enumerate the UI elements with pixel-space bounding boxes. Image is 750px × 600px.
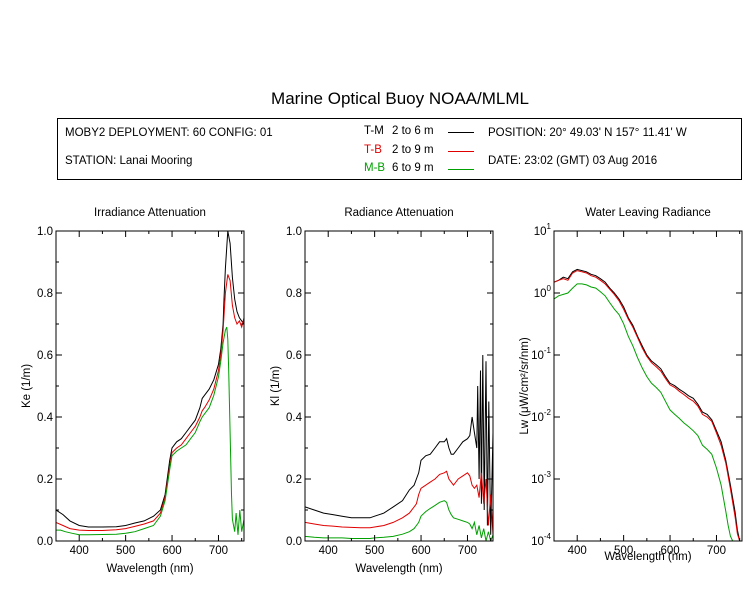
- info-box: MOBY2 DEPLOYMENT: 60 CONFIG: 01 STATION:…: [57, 118, 742, 180]
- legend-code-mb: M-B: [364, 162, 386, 174]
- legend-line-tb: [448, 151, 474, 152]
- y-tick-label: 0.0: [37, 536, 53, 548]
- y-tick-label: 0.8: [37, 288, 53, 300]
- x-tick-label: 600: [411, 545, 430, 557]
- plot-frame: [553, 230, 743, 542]
- series-tb-line: [56, 274, 244, 531]
- y-tick-label: 0.6: [37, 350, 53, 362]
- x-tick-label: 600: [162, 545, 181, 557]
- x-tick-label: 500: [116, 545, 135, 557]
- series-tb-line: [554, 270, 741, 541]
- y-tick-label: 0.4: [37, 412, 54, 424]
- plot-frame: [304, 230, 494, 542]
- y-tick-label: 10-4: [531, 532, 551, 548]
- y-tick-label: 1.0: [37, 226, 53, 238]
- x-axis-label: Wavelength (nm): [355, 563, 442, 575]
- y-tick-label: 0.4: [286, 412, 303, 424]
- chart-title: Water Leaving Radiance: [585, 207, 711, 219]
- legend-range-mb: 6 to 9 m: [392, 162, 434, 174]
- legend-range-tm: 2 to 6 m: [392, 125, 434, 137]
- chart-kl: Radiance Attenuation Wavelength (nm) Kl (1…: [270, 207, 494, 575]
- x-tick-label: 400: [568, 545, 587, 557]
- series-tm-line: [305, 354, 493, 535]
- x-axis-label: Wavelength (nm): [604, 551, 691, 563]
- y-tick-label: 0.8: [286, 288, 302, 300]
- chart-title: Radiance Attenuation: [344, 207, 453, 219]
- series-mb-line: [56, 326, 244, 536]
- legend-line-tm: [448, 132, 474, 133]
- y-axis-label: Kl (1/m): [270, 366, 282, 406]
- x-tick-label: 400: [319, 545, 338, 557]
- x-tick-label: 700: [209, 545, 228, 557]
- position-label: POSITION: 20° 49.03' N 157° 11.41' W: [488, 127, 687, 139]
- y-axis-label: Lw (μW/cm²/sr/nm): [519, 337, 531, 435]
- x-tick-label: 600: [660, 545, 679, 557]
- legend-code-tb: T-B: [364, 144, 382, 156]
- y-tick-label: 0.2: [286, 474, 302, 486]
- legend-code-tm: T-M: [364, 125, 384, 137]
- y-tick-label: 10-2: [531, 408, 551, 424]
- y-tick-label: 10-1: [531, 346, 551, 362]
- y-tick-label: 101: [534, 222, 552, 238]
- x-tick-label: 700: [707, 545, 726, 557]
- series-mb-line: [305, 500, 493, 541]
- x-tick-label: 500: [365, 545, 384, 557]
- chart-lw: Water Leaving Radiance Wavelength (nm) Lw …: [519, 207, 743, 563]
- y-axis-label: Ke (1/m): [21, 364, 33, 408]
- x-tick-label: 500: [614, 545, 633, 557]
- y-tick-label: 100: [534, 284, 552, 300]
- y-tick-label: 1.0: [286, 226, 302, 238]
- chart-title: Irradiance Attenuation: [94, 207, 206, 219]
- series-tb-line: [305, 470, 493, 535]
- y-tick-label: 0.2: [37, 474, 53, 486]
- x-axis-label: Wavelength (nm): [106, 563, 193, 575]
- series-tm-line: [56, 231, 244, 528]
- x-tick-label: 400: [70, 545, 89, 557]
- y-tick-label: 0.0: [286, 536, 302, 548]
- page-title: Marine Optical Buoy NOAA/MLML: [271, 89, 529, 108]
- date-label: DATE: 23:02 (GMT) 03 Aug 2016: [488, 155, 658, 167]
- station-label: STATION: Lanai Mooring: [65, 155, 193, 167]
- legend-range-tb: 2 to 9 m: [392, 144, 434, 156]
- x-tick-label: 700: [458, 545, 477, 557]
- y-tick-label: 0.6: [286, 350, 302, 362]
- chart-ke: Irradiance Attenuation Wavelength (nm) Ke …: [21, 207, 245, 575]
- deployment-label: MOBY2 DEPLOYMENT: 60 CONFIG: 01: [65, 127, 273, 139]
- legend-line-mb: [448, 169, 474, 170]
- series-mb-line: [554, 283, 734, 541]
- series-tm-line: [554, 268, 741, 541]
- y-tick-label: 10-3: [531, 470, 551, 486]
